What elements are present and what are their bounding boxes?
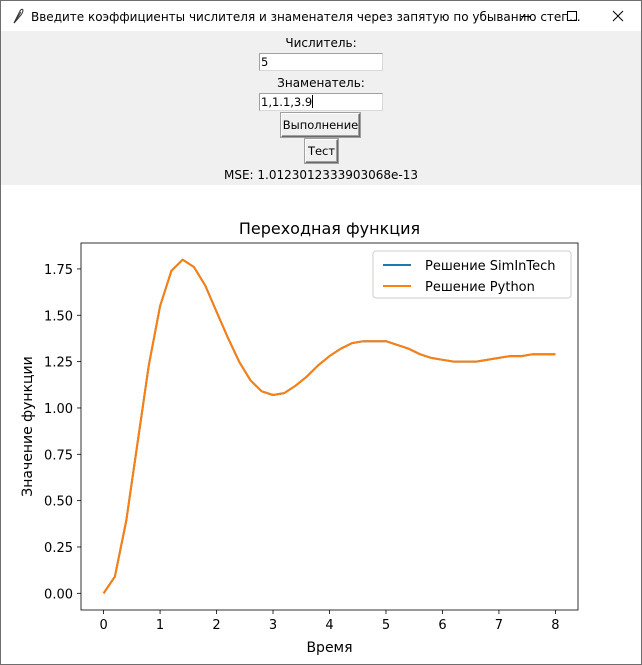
x-tick-label: 7	[495, 618, 503, 633]
maximize-button[interactable]	[549, 1, 595, 31]
y-tick-label: 1.75	[44, 263, 73, 278]
legend-box	[372, 250, 572, 299]
y-tick-label: 1.50	[44, 309, 73, 324]
maximize-icon	[567, 11, 577, 21]
x-axis-label: Время	[306, 640, 352, 656]
legend-label: Решение Python	[425, 280, 535, 295]
feather-icon	[13, 8, 24, 24]
step-response-chart: Переходная функция 0 1 2 3 4 5 6 7 8 0.00 0.25 0.50 0…	[20, 219, 579, 656]
numerator-value: 5	[261, 55, 269, 69]
y-tick-label: 0.00	[44, 587, 73, 602]
x-tick-label: 8	[551, 618, 559, 633]
y-tick-label: 1.25	[44, 356, 73, 371]
numerator-label: Числитель:	[285, 36, 357, 50]
x-tick-label: 2	[212, 618, 220, 633]
denominator-label: Знаменатель:	[277, 76, 365, 90]
numerator-input[interactable]: 5	[259, 53, 383, 71]
x-tick-label: 4	[325, 618, 333, 633]
denominator-input[interactable]: 1,1.1,3.9	[259, 93, 383, 111]
window-title: Введите коэффициенты числителя и знамена…	[31, 10, 581, 24]
close-icon	[612, 10, 624, 22]
chart-title: Переходная функция	[239, 219, 420, 238]
series-line-simintech	[102, 258, 556, 594]
minimize-button[interactable]	[503, 1, 549, 31]
x-tick-label: 0	[99, 618, 107, 633]
series-line-python	[102, 258, 556, 594]
x-tick-label: 5	[382, 618, 390, 633]
x-tick-label: 1	[156, 618, 164, 633]
text-caret	[312, 95, 314, 108]
y-tick-label: 0.75	[44, 448, 73, 463]
chart-area: Переходная функция 0 1 2 3 4 5 6 7 8 0.00 0.25 0.50 0…	[1, 185, 641, 664]
x-tick-label: 6	[438, 618, 446, 633]
y-tick-label: 0.25	[44, 541, 73, 556]
close-button[interactable]	[595, 1, 641, 31]
y-axis-label: Значение функции	[20, 356, 36, 497]
denominator-value: 1,1.1,3.9	[261, 95, 313, 109]
run-button[interactable]: Выполнение	[281, 113, 360, 137]
mse-label: MSE: 1.0123012333903068e-13	[224, 168, 418, 182]
plot-frame	[80, 242, 579, 611]
minimize-icon	[521, 16, 531, 17]
legend-label: Решение SimInTech	[425, 259, 556, 274]
title-bar[interactable]: Введите коэффициенты числителя и знамена…	[1, 1, 641, 31]
x-tick-label: 3	[269, 618, 277, 633]
y-tick-label: 1.00	[44, 402, 73, 417]
y-tick-label: 0.50	[44, 495, 73, 510]
input-form: Числитель: 5 Знаменатель: 1,1.1,3.9 Выпо…	[1, 31, 641, 185]
test-button[interactable]: Тест	[305, 139, 338, 163]
